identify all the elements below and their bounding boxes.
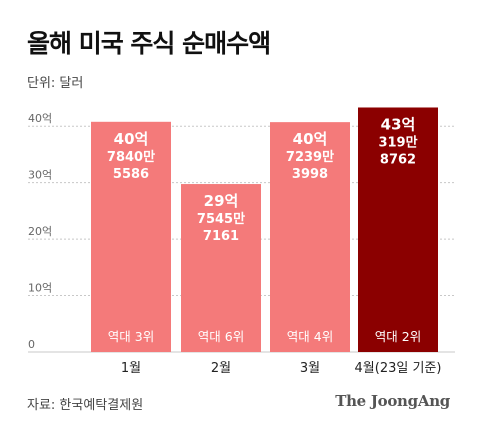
data-label: 40억 [114, 130, 149, 148]
data-label: 3998 [292, 167, 328, 182]
rank-label: 역대 4위 [287, 329, 333, 344]
data-label: 7161 [203, 229, 239, 244]
data-label: 43억 [381, 115, 416, 133]
data-label: 7545만 [197, 211, 245, 227]
brand-logo: The JoongAng [335, 392, 450, 410]
page-title: 올해 미국 주식 순매수액 [27, 29, 271, 58]
y-tick-label: 10억 [28, 282, 52, 295]
x-tick-label: 2월 [211, 361, 231, 376]
data-label: 5586 [113, 167, 149, 182]
bar [358, 107, 438, 352]
x-tick-label: 4월(23일 기준) [355, 361, 442, 376]
y-tick-label: 0 [28, 338, 35, 351]
data-label: 7840만 [107, 149, 155, 165]
x-tick-label: 1월 [121, 361, 141, 376]
y-tick-label: 30억 [28, 169, 52, 182]
data-label: 29억 [204, 192, 239, 210]
rank-label: 역대 6위 [198, 329, 244, 344]
data-label: 40억 [293, 130, 328, 148]
data-label: 319만 [378, 134, 417, 150]
y-tick-label: 20억 [28, 225, 52, 238]
bar [270, 122, 350, 352]
unit-label: 단위: 달러 [27, 76, 84, 91]
bar [181, 184, 261, 352]
bar [91, 121, 171, 352]
rank-label: 역대 3위 [108, 329, 154, 344]
data-label: 8762 [380, 152, 416, 167]
y-tick-label: 40억 [28, 112, 52, 125]
source-note: 자료: 한국예탁결제원 [27, 398, 144, 413]
data-label: 7239만 [286, 149, 334, 165]
rank-label: 역대 2위 [375, 329, 421, 344]
x-tick-label: 3월 [300, 361, 320, 376]
